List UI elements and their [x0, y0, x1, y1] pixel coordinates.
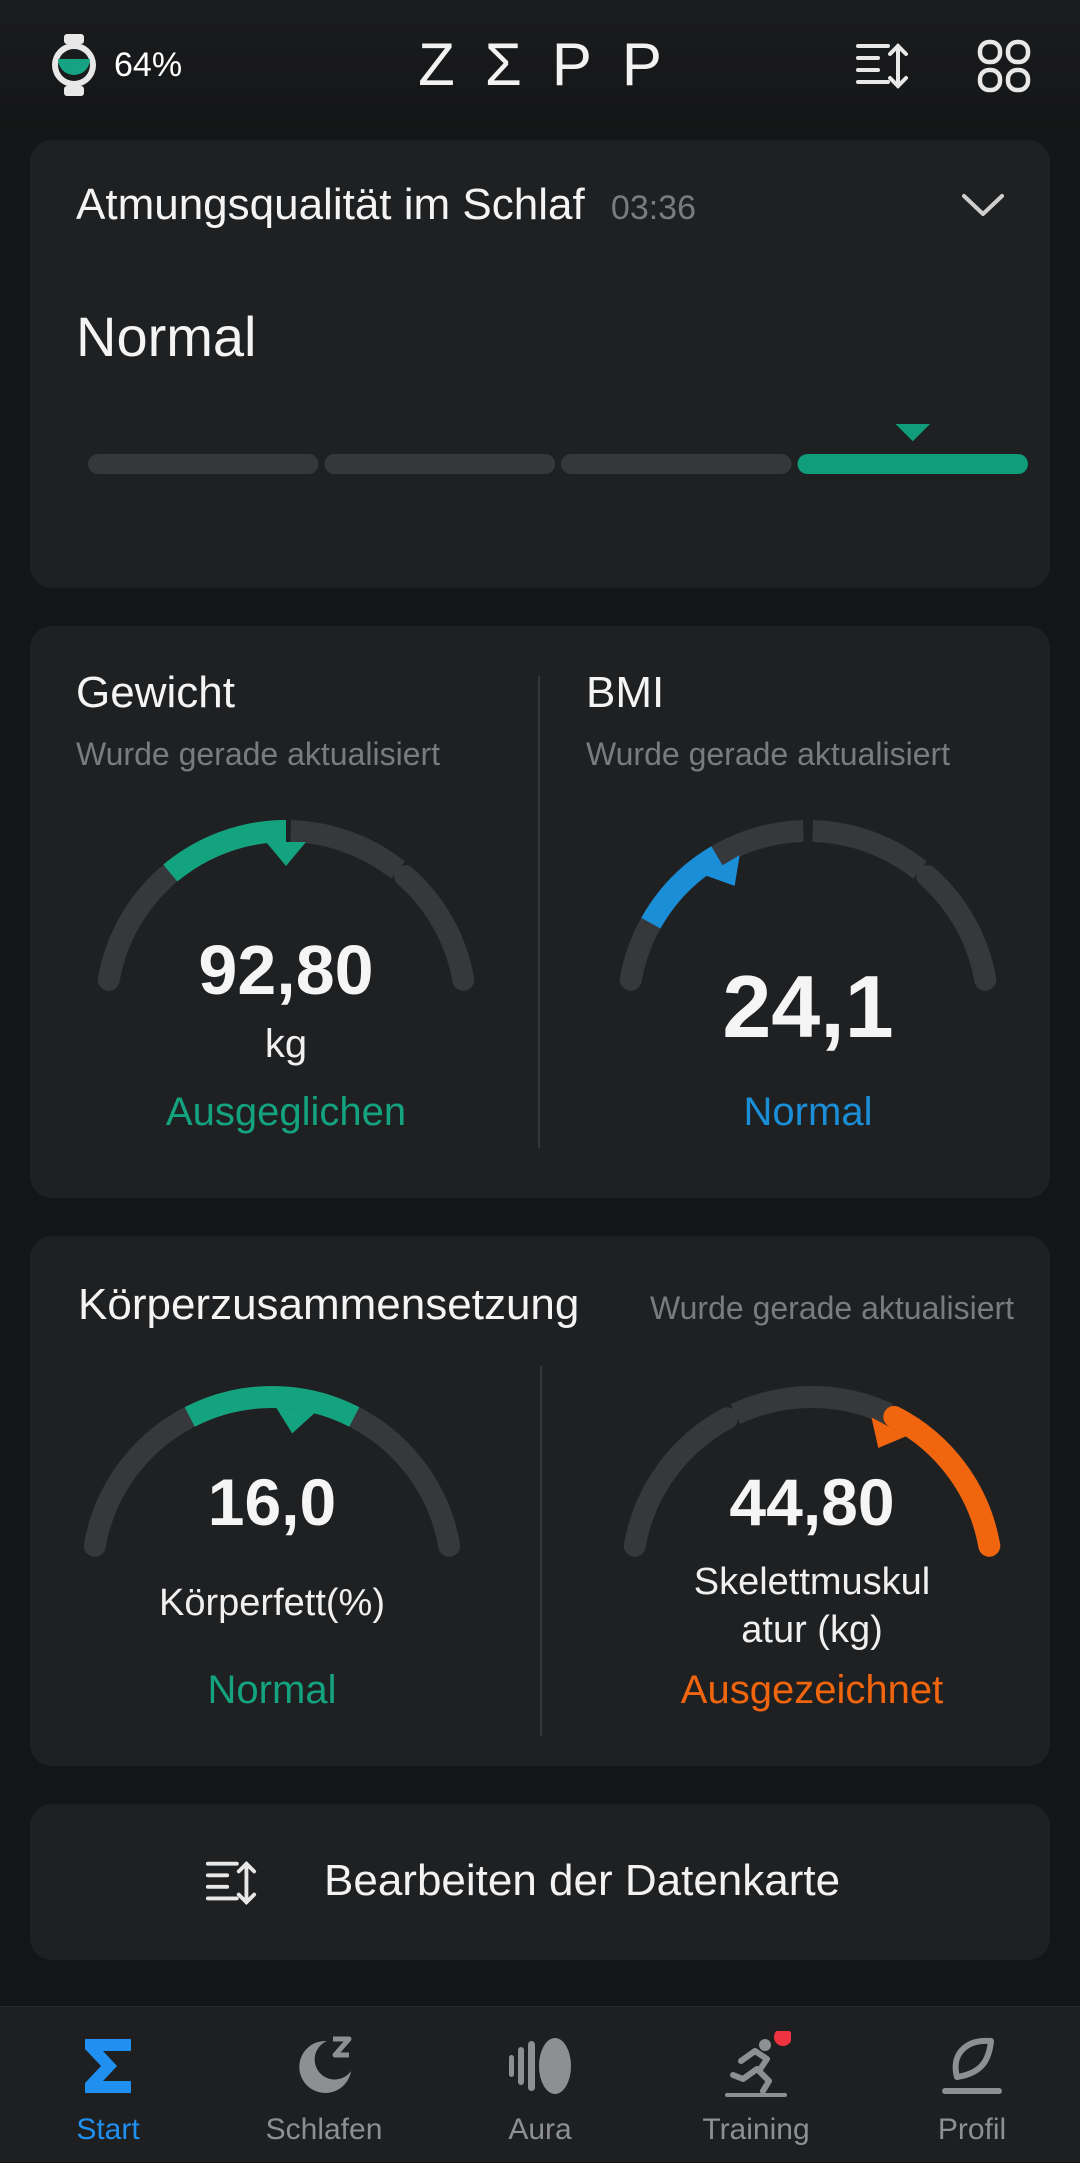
gauge-track	[812, 820, 927, 879]
moon-icon	[299, 2036, 352, 2093]
apps-grid-icon[interactable]	[974, 38, 1034, 94]
body-composition-card[interactable]: Körperzusammensetzung Wurde gerade aktua…	[30, 1236, 1050, 1766]
divider	[538, 676, 540, 1148]
measurement-time: 03:36	[610, 189, 697, 227]
nav-aura[interactable]: Aura	[432, 2007, 648, 2163]
weight-bmi-card[interactable]: Gewicht Wurde gerade aktualisiert BMI Wu…	[30, 626, 1050, 1198]
breathing-status: Normal	[76, 305, 257, 368]
nav-profil[interactable]: Profil	[864, 2007, 1080, 2163]
nav-label: Profil	[937, 2113, 1007, 2146]
gauge-fill	[184, 1386, 360, 1427]
gauge-pointer-icon	[705, 855, 740, 886]
weight-value: 92,80	[198, 931, 374, 1009]
gauge-pointer-icon	[266, 842, 306, 866]
sort-list-icon[interactable]	[852, 38, 912, 94]
app-logo: ZΣPP	[418, 31, 692, 98]
level-segment	[797, 454, 1028, 474]
skeletal-muscle-value: 44,80	[729, 1465, 895, 1539]
nav-schlafen[interactable]: Schlafen	[216, 2007, 432, 2163]
card-title: Atmungsqualität im Schlaf 03:36	[76, 180, 697, 229]
level-segment	[561, 454, 792, 474]
gauge-track	[623, 1407, 739, 1557]
notification-dot	[774, 2031, 791, 2046]
bmi-value: 24,1	[722, 957, 894, 1056]
nav-label: Schlafen	[265, 2113, 383, 2146]
chevron-down-icon[interactable]	[960, 190, 1006, 220]
skeletal-muscle-gauge	[623, 1386, 1001, 1557]
weight-unit: kg	[264, 1022, 308, 1066]
gauge-pointer-icon	[871, 1417, 908, 1449]
breathing-level-bar	[88, 420, 1028, 474]
bmi-title: BMI	[586, 668, 665, 717]
weight-title: Gewicht	[76, 668, 235, 717]
bmi-subtitle: Wurde gerade aktualisiert	[586, 736, 951, 772]
nav-start[interactable]: Start	[0, 2007, 216, 2163]
sigma-icon	[85, 2039, 131, 2093]
gauge-fill	[641, 846, 723, 929]
gauge-track	[916, 865, 997, 991]
edit-data-cards-button[interactable]: Bearbeiten der Datenkarte	[30, 1804, 1050, 1960]
gauge-pointer-icon	[275, 1406, 316, 1434]
watch-icon[interactable]	[50, 34, 98, 96]
sort-list-icon	[205, 1860, 257, 1906]
weight-gauge	[97, 820, 475, 991]
gauge-fill	[163, 820, 287, 882]
level-segment	[88, 454, 319, 474]
weight-subtitle: Wurde gerade aktualisiert	[76, 736, 441, 772]
body-fat-gauge	[83, 1386, 461, 1557]
divider	[540, 1366, 542, 1736]
running-icon	[725, 2031, 791, 2097]
body-subtitle: Wurde gerade aktualisiert	[650, 1290, 1015, 1326]
body-fat-label: Körperfett(%)	[159, 1582, 385, 1624]
bmi-gauge	[619, 820, 997, 991]
aura-icon	[509, 2038, 571, 2094]
nav-training[interactable]: Training	[648, 2007, 864, 2163]
gauge-track	[394, 865, 475, 991]
weight-status: Ausgeglichen	[165, 1090, 407, 1134]
nav-label: Start	[76, 2113, 140, 2146]
gauge-track	[345, 1407, 461, 1557]
battery-level: 64%	[114, 46, 183, 84]
breathing-quality-card[interactable]: Atmungsqualität im Schlaf 03:36 Normal	[30, 140, 1050, 588]
edit-data-cards-label: Bearbeiten der Datenkarte	[324, 1856, 841, 1905]
skeletal-muscle-status: Ausgezeichnet	[680, 1668, 944, 1712]
gauge-track	[83, 1407, 199, 1557]
profile-icon	[942, 2037, 1002, 2094]
gauge-fill	[883, 1405, 1001, 1557]
gauge-track	[730, 1386, 894, 1425]
nav-label: Training	[702, 2113, 810, 2146]
gauge-track	[290, 820, 405, 879]
body-fat-value: 16,0	[207, 1465, 337, 1539]
level-marker-icon	[888, 420, 937, 446]
body-title: Körperzusammensetzung	[78, 1280, 580, 1329]
top-bar: 64% ZΣPP	[0, 0, 1080, 130]
nav-label: Aura	[508, 2113, 572, 2146]
body-fat-status: Normal	[207, 1668, 337, 1712]
bmi-status: Normal	[743, 1090, 873, 1134]
gauge-track	[97, 865, 178, 991]
level-segment	[324, 454, 555, 474]
bottom-navigation: Start Schlafen Aura Training	[0, 2006, 1080, 2162]
skeletal-muscle-label: Skelettmuskul atur (kg)	[693, 1561, 931, 1651]
